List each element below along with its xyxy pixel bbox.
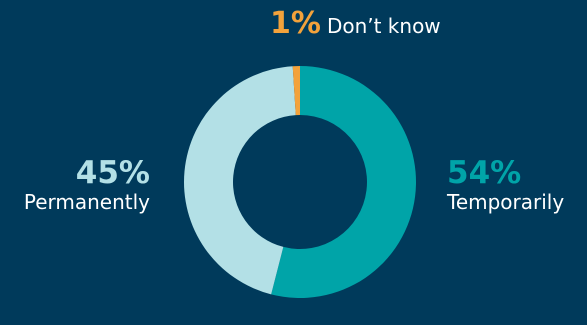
slice-temporarily [271,66,416,298]
category-label-temporarily: Temporarily [447,190,565,214]
category-label-dont-know: Don’t know [326,14,441,38]
slice-dont-know [292,66,300,116]
label-dont-know: 1% Don’t know [270,9,441,39]
value-label-dont-know: 1% [270,6,321,41]
label-temporarily: 54% Temporarily [447,155,565,214]
label-permanently: 45% Permanently [0,155,150,214]
value-label-permanently: 45% [75,155,150,191]
category-label-permanently: Permanently [23,190,150,214]
slice-permanently [183,66,296,295]
value-label-temporarily: 54% [447,155,522,191]
